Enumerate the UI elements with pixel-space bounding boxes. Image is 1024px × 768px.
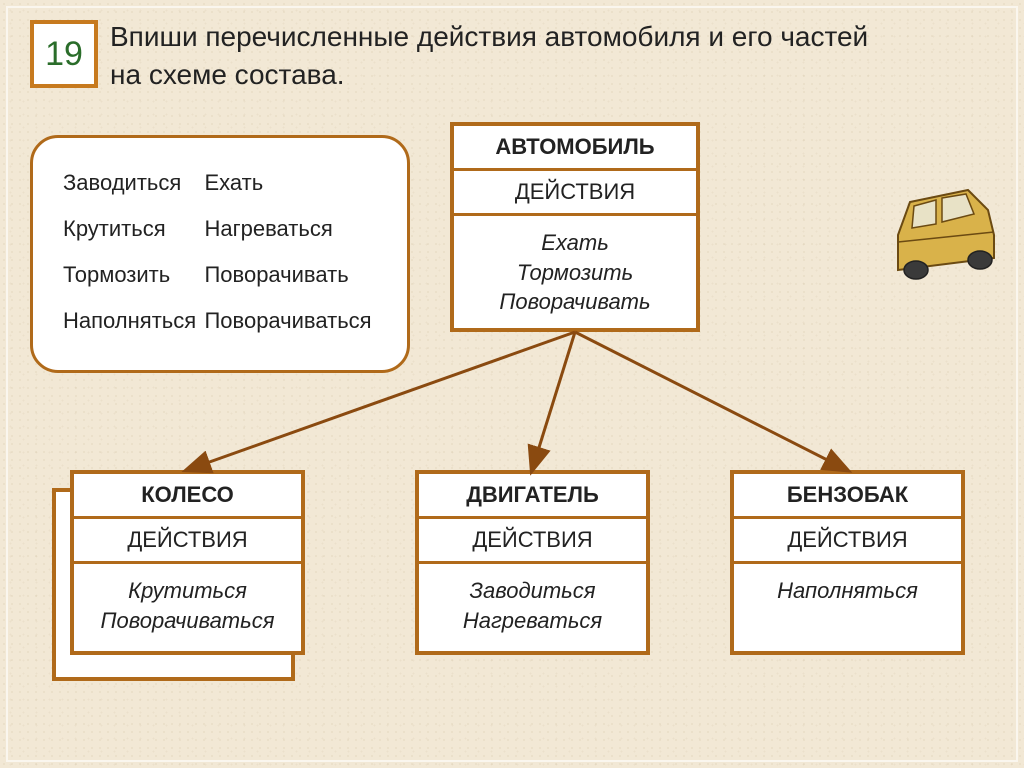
root-node-title: АВТОМОБИЛЬ: [454, 126, 696, 171]
child-node-subtitle: ДЕЙСТВИЯ: [734, 519, 961, 564]
table-row: Крутиться Нагреваться: [61, 206, 379, 252]
child-node-subtitle: ДЕЙСТВИЯ: [74, 519, 301, 564]
child-node-title: ДВИГАТЕЛЬ: [419, 474, 646, 519]
child-node-title: КОЛЕСО: [74, 474, 301, 519]
word-cell: Поворачивать: [202, 252, 379, 298]
word-cell: Поворачиваться: [202, 298, 379, 344]
word-cell: Наполняться: [61, 298, 202, 344]
child-node-actions: КрутитьсяПоворачиваться: [74, 564, 301, 649]
word-cell: Крутиться: [61, 206, 202, 252]
word-cell: Ехать: [202, 160, 379, 206]
table-row: Наполняться Поворачиваться: [61, 298, 379, 344]
table-row: Заводиться Ехать: [61, 160, 379, 206]
car-illustration: [884, 150, 1004, 300]
word-cell: Заводиться: [61, 160, 202, 206]
child-node-subtitle: ДЕЙСТВИЯ: [419, 519, 646, 564]
word-cell: Нагреваться: [202, 206, 379, 252]
table-row: Тормозить Поворачивать: [61, 252, 379, 298]
word-cell: Тормозить: [61, 252, 202, 298]
root-node-car: АВТОМОБИЛЬ ДЕЙСТВИЯ ЕхатьТормозитьПовора…: [450, 122, 700, 332]
child-node-actions: ЗаводитьсяНагреваться: [419, 564, 646, 649]
car-icon: [884, 150, 1004, 300]
word-bank-table: Заводиться Ехать Крутиться Нагреваться Т…: [61, 160, 379, 344]
child-node-title: БЕНЗОБАК: [734, 474, 961, 519]
prompt-text: Впиши перечисленные действия автомобиля …: [110, 18, 890, 94]
root-node-subtitle: ДЕЙСТВИЯ: [454, 171, 696, 216]
child-node-engine: ДВИГАТЕЛЬ ДЕЙСТВИЯ ЗаводитьсяНагреваться: [415, 470, 650, 655]
child-node-tank: БЕНЗОБАК ДЕЙСТВИЯ Наполняться: [730, 470, 965, 655]
question-number-text: 19: [45, 35, 83, 74]
word-bank: Заводиться Ехать Крутиться Нагреваться Т…: [30, 135, 410, 373]
question-number-box: 19: [30, 20, 98, 88]
child-node-actions: Наполняться: [734, 564, 961, 620]
root-node-actions: ЕхатьТормозитьПоворачивать: [454, 216, 696, 331]
child-node-wheel: КОЛЕСО ДЕЙСТВИЯ КрутитьсяПоворачиваться: [70, 470, 305, 655]
